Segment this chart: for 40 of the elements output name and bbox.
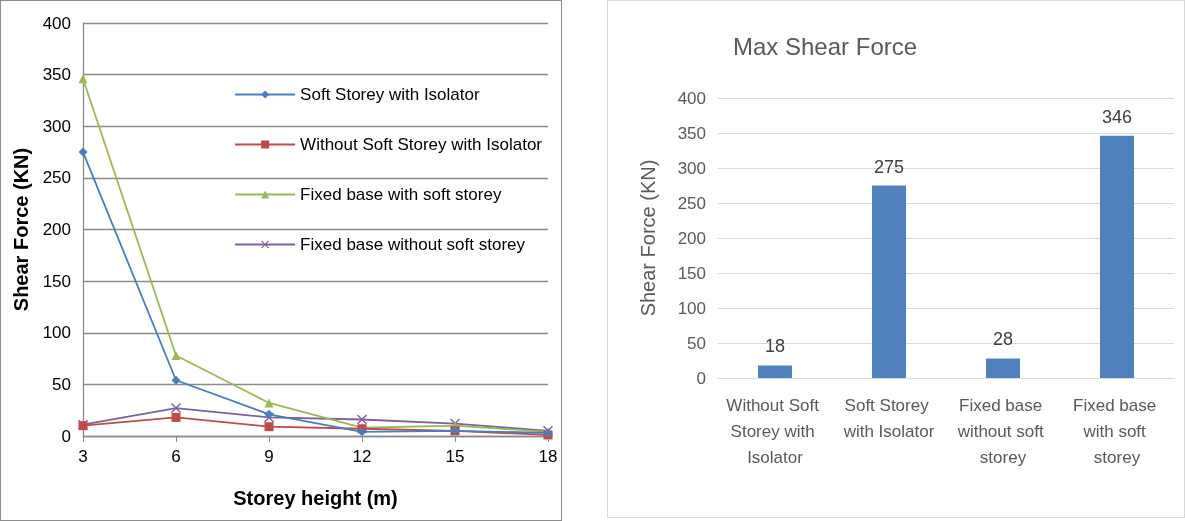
x-tick-label: 12 [352, 447, 372, 466]
y-tick-label: 200 [42, 220, 71, 239]
data-label: 18 [764, 336, 786, 357]
data-label: 28 [992, 329, 1014, 350]
y-tick-label: 350 [677, 123, 706, 143]
y-tick-label: 100 [677, 298, 706, 318]
y-tick-label: 100 [42, 323, 71, 343]
y-tick-label: 150 [677, 263, 706, 283]
legend-label: Fixed base with soft storey [300, 185, 502, 204]
y-tick-label: 150 [42, 271, 71, 291]
x-tick-label: Fixed base with soft storey [1073, 395, 1161, 467]
y-axis-title: Shear Force (KN) [637, 159, 659, 317]
y-tick-label: 400 [677, 88, 706, 108]
y-tick-label: 250 [677, 193, 706, 213]
legend-label: Soft Storey with Isolator [300, 85, 480, 104]
x-tick-label: Fixed base without soft storey [956, 395, 1049, 467]
chart-title: Max Shear Force [733, 32, 918, 60]
y-tick-label: 250 [42, 168, 71, 188]
x-tick-label: 6 [171, 447, 181, 466]
y-tick-label: 0 [696, 368, 706, 388]
y-tick-label: 300 [677, 158, 706, 178]
x-tick-label: 3 [78, 447, 88, 466]
y-tick-label: 400 [42, 13, 71, 33]
y-tick-label: 50 [52, 374, 71, 394]
y-tick-label: 50 [687, 333, 706, 353]
y-tick-label: 300 [42, 116, 71, 136]
legend-label: Fixed base without soft storey [300, 235, 526, 254]
x-axis-title: Storey height (m) [233, 487, 398, 509]
x-tick-label: 9 [264, 447, 274, 466]
x-tick-label: Soft Storey with Isolator [842, 395, 935, 441]
x-tick-label: Without Soft Storey with Isolator [726, 395, 824, 467]
y-tick-label: 350 [42, 65, 71, 85]
y-axis-title: Shear Force (KN) [10, 147, 32, 312]
x-tick-label: 18 [538, 447, 558, 466]
legend-label: Without Soft Storey with Isolator [300, 135, 543, 154]
y-tick-label: 0 [61, 426, 71, 446]
data-label: 275 [873, 156, 905, 177]
x-tick-label: 15 [445, 447, 465, 466]
y-tick-label: 200 [677, 228, 706, 248]
data-label: 346 [1101, 106, 1133, 127]
